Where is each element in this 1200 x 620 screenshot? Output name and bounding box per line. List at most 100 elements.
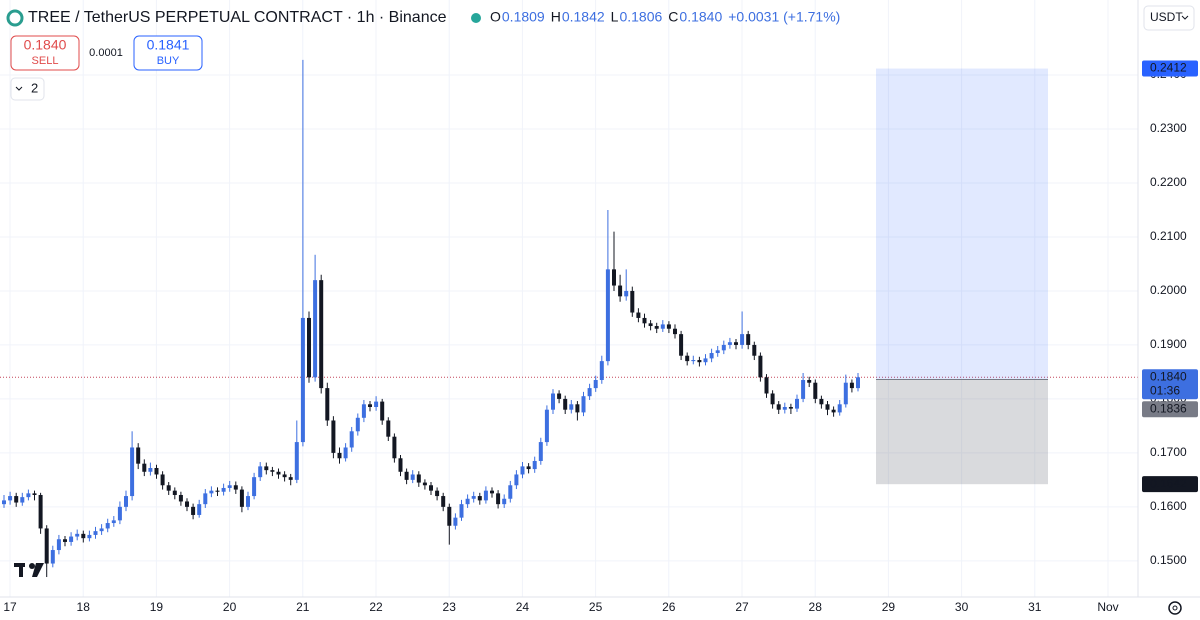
- entry-tag: 0.1836: [1150, 401, 1187, 415]
- candle-body: [63, 539, 67, 542]
- x-tick-label: Nov: [1097, 600, 1118, 614]
- candle-body: [374, 401, 379, 407]
- candle-body: [685, 355, 690, 362]
- candle-body: [770, 393, 775, 405]
- candle-body: [422, 482, 427, 486]
- sell-label[interactable]: SELL: [32, 55, 59, 67]
- candle-body: [563, 398, 568, 410]
- x-tick-label: 29: [882, 600, 896, 614]
- candle-body: [740, 334, 745, 345]
- candles: [2, 59, 860, 578]
- target-tag-bg: [1142, 60, 1198, 77]
- tv-logo[interactable]: [14, 563, 44, 577]
- candle-body: [648, 323, 653, 327]
- candle-body: [782, 406, 787, 410]
- currency-caret: [1181, 15, 1189, 20]
- entry-tag-bg: [1142, 401, 1198, 418]
- candle-body: [691, 360, 696, 362]
- candle-body: [75, 533, 80, 537]
- buy-price[interactable]: 0.1841: [147, 37, 190, 53]
- buy-button[interactable]: [133, 35, 203, 71]
- candle-body: [398, 458, 403, 472]
- symbol-title[interactable]: TREE / TetherUS PERPETUAL CONTRACT · 1h …: [28, 9, 447, 26]
- candle-body: [526, 466, 531, 470]
- ohlc-value: 0.1809: [502, 9, 545, 25]
- candle-body: [709, 353, 714, 359]
- currency[interactable]: USDT: [1150, 10, 1183, 24]
- candle-body: [557, 393, 562, 399]
- market-status[interactable]: [471, 13, 481, 23]
- candle-body: [849, 382, 854, 389]
- indicators-count[interactable]: 2: [31, 80, 38, 95]
- ohlc-value: 0.1806: [619, 9, 662, 25]
- candle-body: [435, 490, 440, 497]
- x-tick-label: 18: [77, 600, 91, 614]
- candle-body: [453, 517, 458, 526]
- candle-body: [14, 496, 19, 503]
- candle-body: [636, 312, 641, 318]
- candle-body: [361, 404, 366, 418]
- x-tick-label: 17: [3, 600, 17, 614]
- candle-body: [441, 496, 446, 507]
- candle-body: [69, 536, 74, 542]
- candle-body: [276, 471, 281, 475]
- candle-body: [764, 377, 769, 394]
- candle-body: [300, 317, 305, 443]
- sell-button[interactable]: [10, 35, 80, 71]
- candle-body: [325, 388, 330, 421]
- x-tick-label: 20: [223, 600, 237, 614]
- candle-body: [447, 506, 452, 526]
- candle-body: [703, 358, 708, 363]
- candle-body: [496, 493, 501, 505]
- price-change: +0.0031 (+1.71%): [728, 9, 840, 25]
- buy-label[interactable]: BUY: [157, 55, 180, 67]
- candle-body: [429, 485, 433, 491]
- candle-body: [734, 342, 738, 345]
- candle-body: [819, 398, 824, 405]
- candle-body: [160, 474, 165, 486]
- candle-body: [587, 388, 592, 397]
- countdown: 01:36: [1150, 383, 1180, 397]
- x-tick-label: 23: [443, 600, 457, 614]
- candle-body: [416, 474, 421, 483]
- candle-body: [270, 470, 275, 472]
- candle-body: [660, 324, 665, 329]
- candle-body: [26, 493, 31, 498]
- candle-body: [8, 496, 13, 501]
- sell-price[interactable]: 0.1840: [24, 37, 67, 53]
- candle-body: [843, 382, 848, 405]
- candle-body: [746, 334, 751, 345]
- candle-body: [837, 404, 842, 413]
- candle-body: [258, 466, 263, 478]
- candle-body: [776, 404, 781, 410]
- candle-body: [508, 485, 513, 499]
- candle-body: [599, 361, 604, 381]
- y-tick-label: 0.2200: [1150, 175, 1187, 189]
- y-tick-label: 0.2300: [1150, 121, 1187, 135]
- candle-body: [166, 485, 171, 491]
- candle-body: [319, 280, 324, 389]
- candle-body: [343, 447, 348, 459]
- settings-button[interactable]: [1168, 601, 1182, 615]
- candle-body: [715, 350, 720, 354]
- y-tick-label: 0.1700: [1150, 445, 1187, 459]
- currency-button[interactable]: [1143, 5, 1195, 31]
- candle-body: [654, 326, 659, 329]
- stop-tag: 0.1642: [1150, 476, 1187, 490]
- position-tool[interactable]: [876, 68, 1048, 485]
- ohlc-key: C: [668, 9, 678, 25]
- candle-body: [355, 417, 360, 432]
- candle-body: [825, 404, 830, 410]
- candle-body: [624, 290, 629, 297]
- candle-body: [813, 382, 818, 399]
- last-price-tag-bg: [1142, 369, 1198, 400]
- indicators-toggle[interactable]: [10, 77, 45, 101]
- candle-body: [721, 344, 726, 351]
- candle-body: [575, 404, 580, 413]
- x-tick-label: 30: [955, 600, 969, 614]
- symbol-logo[interactable]: [6, 9, 24, 27]
- candle-body: [111, 520, 116, 524]
- y-tick-label: 0.1500: [1150, 553, 1187, 567]
- y-tick-label: 0.2000: [1150, 283, 1187, 297]
